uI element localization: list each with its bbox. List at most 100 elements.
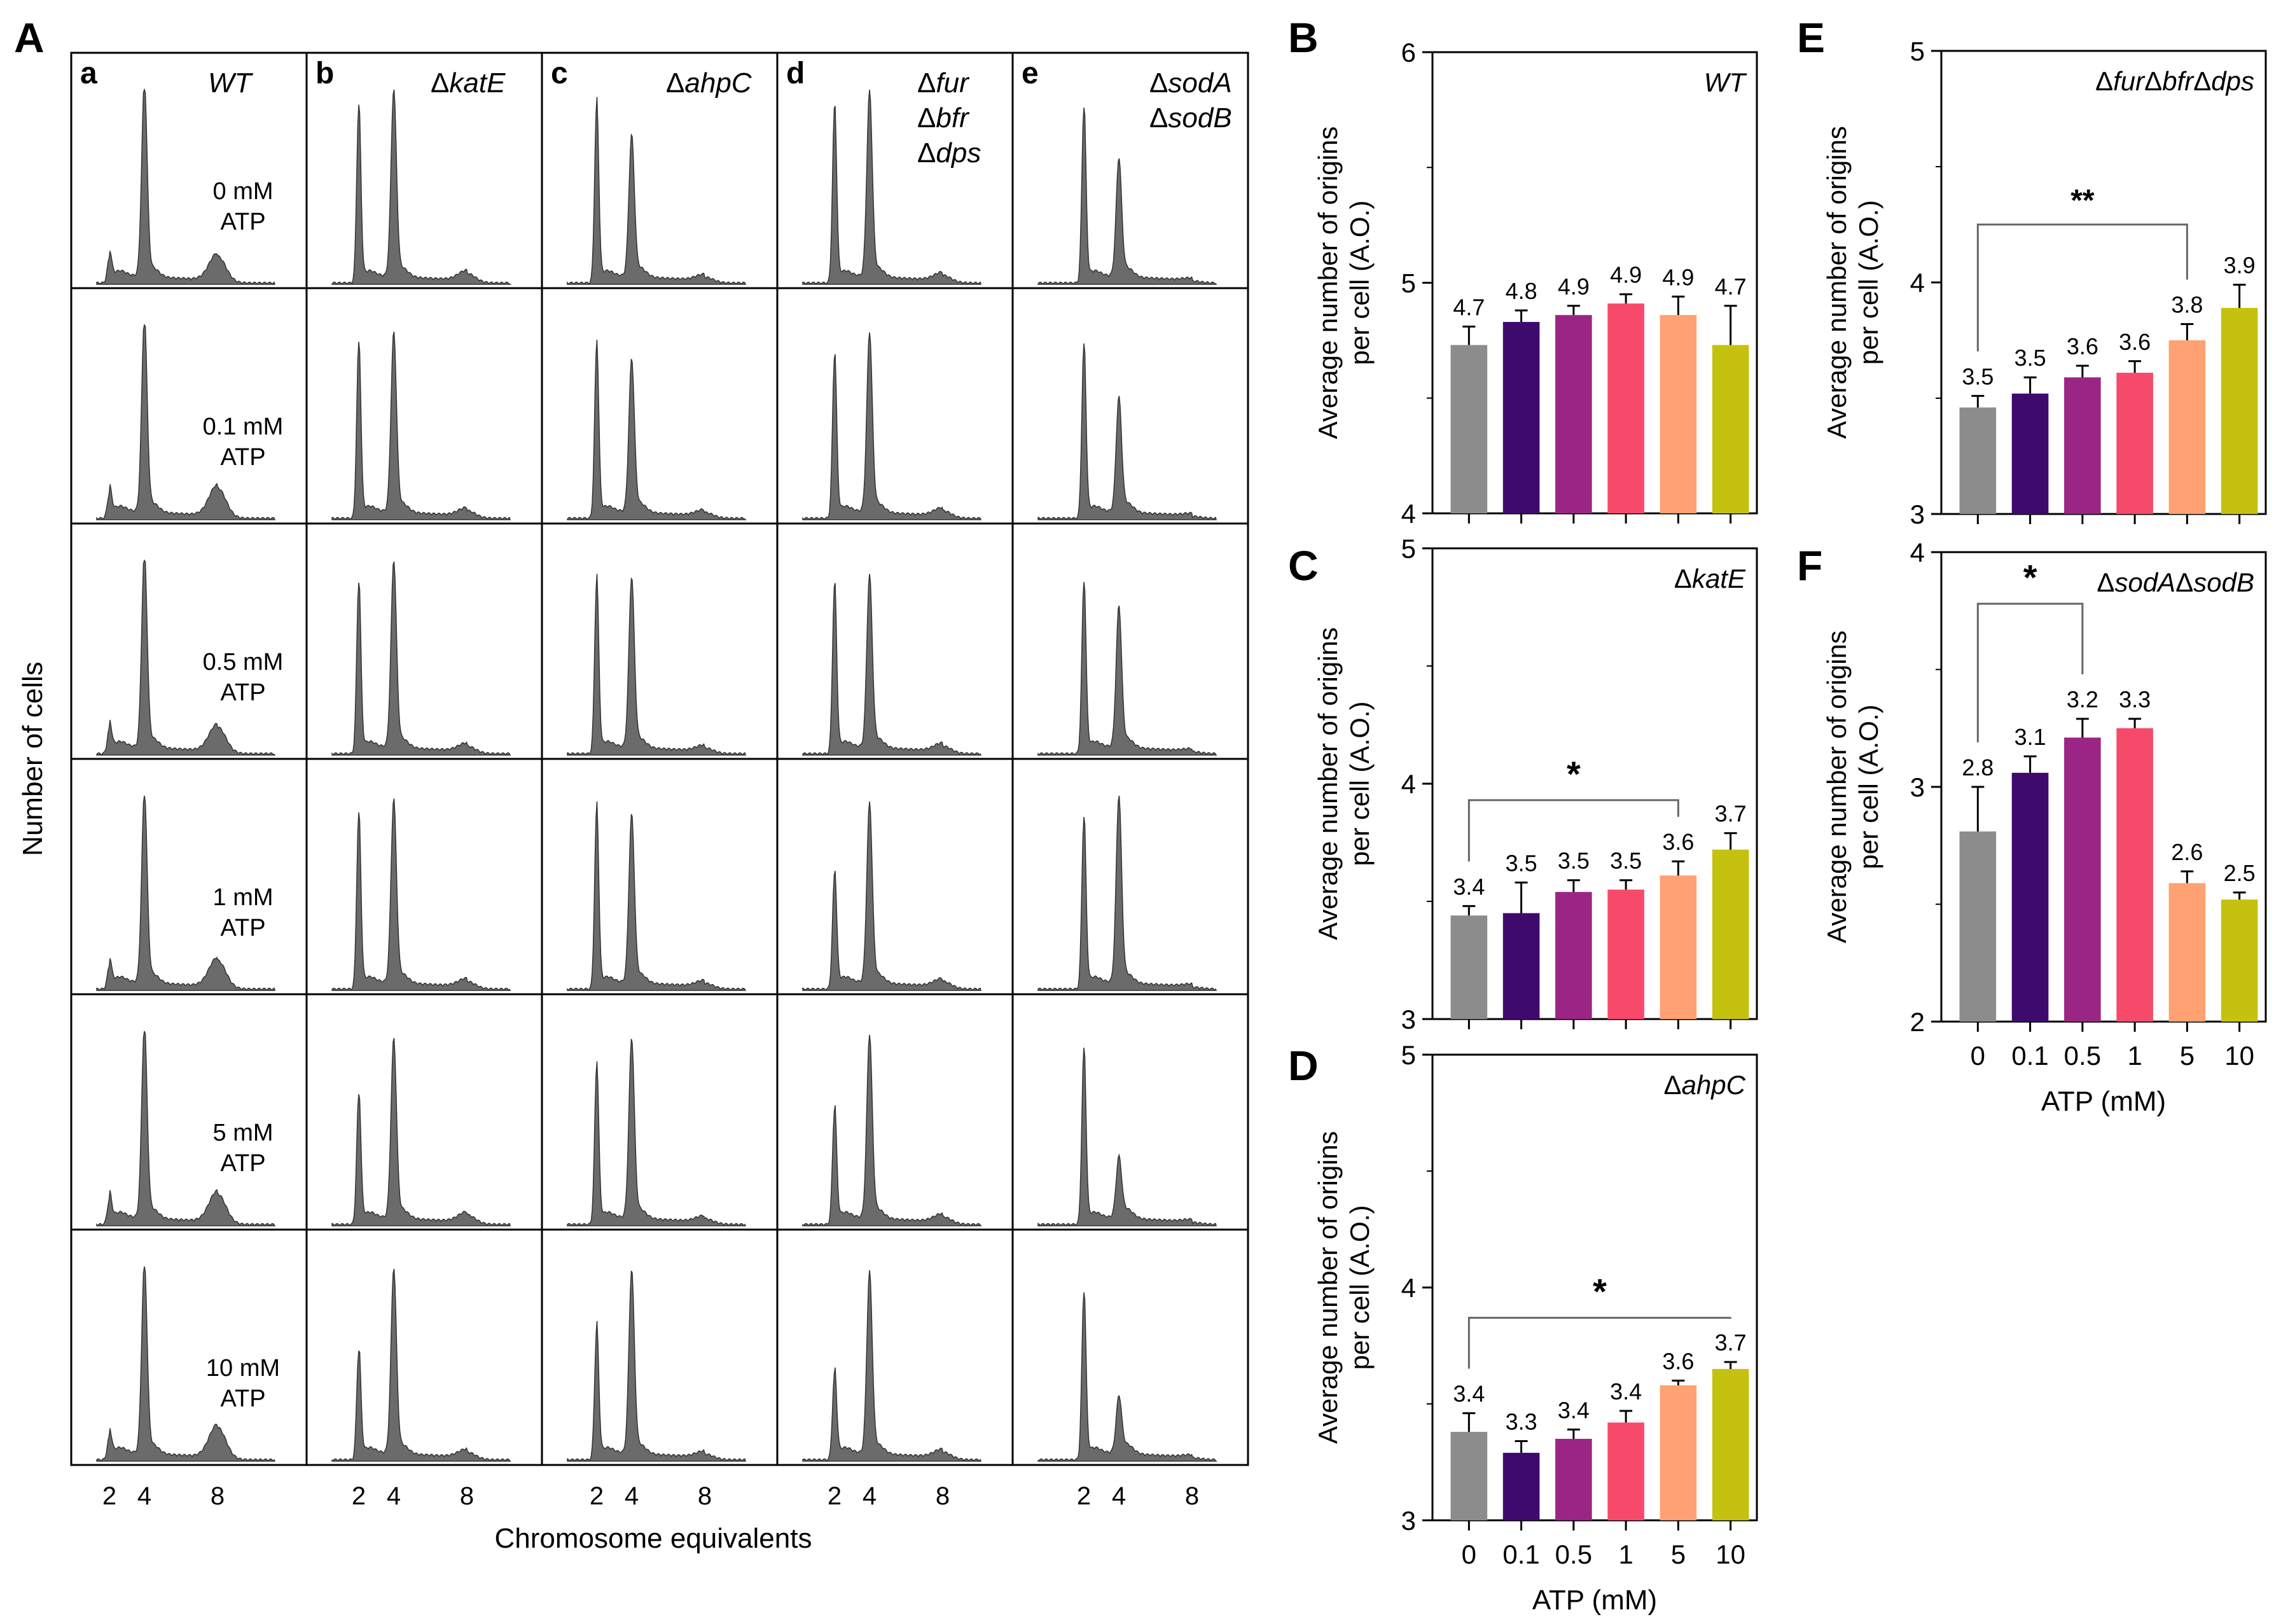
y-tick-label: 4 xyxy=(1910,268,1925,298)
column-letter-b: b xyxy=(315,57,334,90)
data-label: 3.6 xyxy=(2067,333,2098,359)
bar xyxy=(2064,377,2101,514)
flow-histogram xyxy=(567,574,746,756)
bar xyxy=(2221,308,2258,514)
strain-label: ΔsodA xyxy=(1149,67,1232,99)
significance-marker: ** xyxy=(2070,184,2095,218)
flow-x-tick-label: 8 xyxy=(1185,1482,1199,1510)
atp-concentration-label: 1 mM xyxy=(213,884,274,911)
x-tick-label: 0 xyxy=(1971,1041,1985,1071)
significance-bracket xyxy=(1467,799,1679,862)
x-tick-label: 0.5 xyxy=(2064,1041,2101,1071)
flow-x-axis-label: Chromosome equivalents xyxy=(495,1523,812,1554)
significance-marker: * xyxy=(1593,1272,1607,1312)
y-tick-label: 4 xyxy=(1401,769,1416,799)
data-label: 3.4 xyxy=(1558,1397,1590,1423)
bar xyxy=(1502,913,1540,1019)
data-label: 3.4 xyxy=(1610,1378,1642,1405)
bar-chart-panel-b: B 4 5 6 Average number of originsper cell (A… xyxy=(1288,14,1758,529)
flow-x-tick-label: 8 xyxy=(698,1482,712,1510)
y-axis-label: Average number of originsper cell (A.O.) xyxy=(1822,630,1883,943)
bar xyxy=(1660,315,1697,513)
bar xyxy=(1502,322,1540,513)
flow-x-tick-label: 4 xyxy=(137,1482,151,1510)
x-tick-label: 0.5 xyxy=(1555,1539,1592,1569)
flow-histogram xyxy=(331,331,511,520)
data-label: 3.3 xyxy=(1506,1409,1537,1435)
data-label: 3.4 xyxy=(1453,873,1485,899)
bar xyxy=(1555,892,1592,1019)
bar xyxy=(1712,849,1749,1019)
y-axis-label: Average number of originsper cell (A.O.) xyxy=(1313,1131,1375,1444)
data-label: 4.8 xyxy=(1506,278,1537,304)
bar xyxy=(1959,407,1997,514)
bar-panels: B 4 5 6 Average number of originsper cell (A… xyxy=(1288,14,2267,1616)
data-label: 3.5 xyxy=(1558,848,1590,874)
y-tick-label: 3 xyxy=(1401,1004,1416,1034)
flow-histogram xyxy=(331,561,511,756)
flow-histogram xyxy=(802,89,981,285)
flow-histogram xyxy=(96,88,276,286)
column-letter-a: a xyxy=(80,57,97,90)
strain-label: ΔkatE xyxy=(1674,564,1746,593)
flow-histogram xyxy=(802,1270,982,1462)
data-label: 3.4 xyxy=(1453,1381,1485,1407)
x-tick-label: 0.1 xyxy=(2011,1041,2048,1071)
data-label: 3.6 xyxy=(2119,329,2151,355)
y-tick-label: 4 xyxy=(1401,1273,1416,1303)
bar-chart-panel-f: F 2 3 4 Average number of originsper cell (A… xyxy=(1797,538,2267,1117)
atp-unit-label: ATP xyxy=(220,444,265,471)
data-label: 3.9 xyxy=(2224,253,2256,279)
flow-x-tick-label: 2 xyxy=(590,1482,604,1510)
bar xyxy=(1502,1452,1540,1520)
flow-histogram xyxy=(96,1031,276,1227)
panel-label-f: F xyxy=(1797,542,1822,589)
y-tick-label: 6 xyxy=(1401,38,1416,67)
bar xyxy=(1607,1422,1644,1520)
flow-x-tick-label: 4 xyxy=(387,1482,401,1510)
data-label: 3.5 xyxy=(1610,848,1642,874)
y-tick-label: 3 xyxy=(1910,499,1925,529)
significance-marker: * xyxy=(1567,754,1581,794)
panel-label-c: C xyxy=(1288,542,1319,589)
flow-x-tick-label: 2 xyxy=(352,1482,366,1510)
x-tick-label: 10 xyxy=(2224,1041,2254,1071)
flow-y-axis-label: Number of cells xyxy=(17,662,48,856)
bar xyxy=(1660,1385,1697,1520)
bar xyxy=(2116,372,2153,514)
flow-histogram xyxy=(1037,108,1217,285)
y-tick-label: 2 xyxy=(1910,1007,1925,1037)
bar xyxy=(2221,899,2258,1022)
flow-histogram xyxy=(567,1270,746,1462)
atp-unit-label: ATP xyxy=(220,915,265,941)
flow-histogram xyxy=(1037,795,1217,992)
strain-label: Δfur xyxy=(917,67,970,99)
flow-x-tick-label: 8 xyxy=(460,1482,474,1510)
data-label: 3.3 xyxy=(2119,686,2151,712)
column-letter-c: c xyxy=(551,57,568,90)
flow-histogram xyxy=(96,559,276,756)
flow-x-tick-label: 4 xyxy=(625,1482,639,1510)
flow-histogram xyxy=(96,1266,276,1462)
strain-label: ΔkatE xyxy=(431,67,506,99)
bar xyxy=(2064,737,2101,1022)
data-label: 2.8 xyxy=(1962,754,1993,781)
data-label: 4.7 xyxy=(1453,294,1485,320)
x-tick-label: 5 xyxy=(1671,1539,1686,1569)
x-tick-label: 0.1 xyxy=(1502,1539,1539,1569)
flow-histogram xyxy=(567,1039,747,1227)
flow-histogram xyxy=(567,340,747,520)
strain-label: Δdps xyxy=(917,137,981,169)
flow-histogram xyxy=(331,798,511,992)
x-tick-label: 1 xyxy=(2127,1041,2142,1071)
strain-label: ΔfurΔbfrΔdps xyxy=(2095,66,2254,96)
bar xyxy=(1555,1438,1592,1520)
strain-label: ΔsodAΔsodB xyxy=(2097,567,2254,597)
strain-label: WT xyxy=(208,67,254,99)
atp-concentration-label: 0.1 mM xyxy=(203,413,284,440)
flow-histogram xyxy=(1037,1047,1217,1227)
data-label: 4.7 xyxy=(1715,274,1747,300)
data-label: 4.9 xyxy=(1610,262,1642,288)
x-axis-label: ATP (mM) xyxy=(2041,1086,2166,1117)
